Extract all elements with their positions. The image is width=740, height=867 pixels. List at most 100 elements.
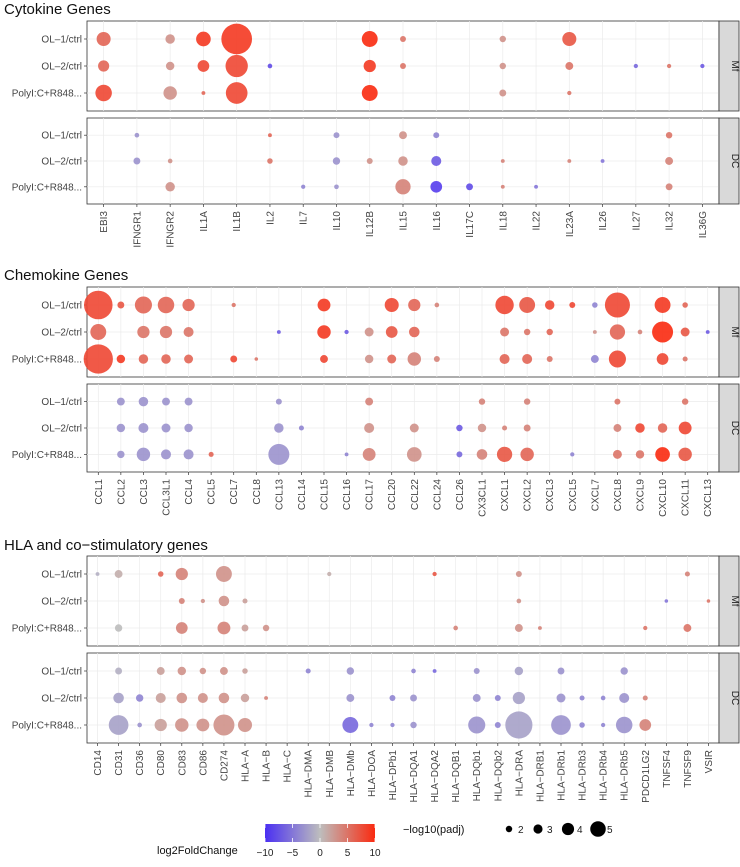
legend-size-dot-4 bbox=[561, 822, 575, 836]
point-cd274-row2 bbox=[218, 692, 230, 704]
chart-section-2: Chemokine Genes OL–1/ctrl OL–2/ctrl PolyI:C… bbox=[4, 267, 740, 517]
point-il16-row3 bbox=[430, 180, 443, 193]
x-tick-label-cxcl10: CXCL10 bbox=[658, 479, 669, 517]
facet-strip bbox=[718, 117, 740, 205]
x-tick-label-ccl4: CCL4 bbox=[184, 479, 195, 505]
point-cd83-row2 bbox=[178, 598, 185, 604]
facet-dc: OL–1/ctrl OL–2/ctrl PolyI:C+R848... DC CD14 C… bbox=[12, 652, 740, 803]
point-ccl22-row2 bbox=[408, 326, 420, 338]
point-cd83-row1 bbox=[175, 567, 188, 581]
point-il23a-row1 bbox=[562, 31, 577, 47]
point-ccl3-row1 bbox=[138, 396, 149, 407]
facet-strip bbox=[718, 286, 740, 378]
point-il12b-row2 bbox=[363, 59, 376, 73]
row-label: OL–2/ctrl bbox=[41, 597, 82, 608]
facet-mf: OL–1/ctrl OL–2/ctrl PolyI:C+R848... Mf bbox=[12, 555, 740, 647]
facet-strip-label: DC bbox=[729, 691, 740, 705]
point-ccl4-row1 bbox=[182, 298, 195, 312]
point-ebi3-row1 bbox=[96, 31, 111, 47]
point-ccl8-row3 bbox=[254, 357, 259, 361]
point-ccl16-row3 bbox=[344, 452, 349, 457]
point-cxcl10-row3 bbox=[655, 447, 670, 462]
point-ccl22-row1 bbox=[408, 298, 421, 312]
row-label: PolyI:C+R848... bbox=[12, 721, 82, 732]
point-cd80-row2 bbox=[155, 692, 166, 704]
point-cxcl10-row2 bbox=[657, 423, 668, 433]
x-tick-label-ccl16: CCL16 bbox=[342, 479, 353, 511]
row-label: OL–2/ctrl bbox=[41, 424, 82, 435]
x-tick-label-il15: IL15 bbox=[399, 211, 410, 231]
point-il7-row3 bbox=[301, 184, 306, 189]
x-tick-label-ccl13: CCL13 bbox=[274, 479, 285, 511]
x-tick-label-il23a: IL23A bbox=[565, 211, 576, 237]
point-ccl24-row3 bbox=[433, 356, 440, 362]
x-tick-label-il26: IL26 bbox=[598, 211, 609, 231]
point-ccl4-row3 bbox=[184, 354, 194, 364]
point-il17c-row3 bbox=[466, 183, 473, 191]
point-cxcl2-row1 bbox=[523, 398, 531, 405]
x-tick-label-il36g: IL36G bbox=[698, 211, 709, 238]
legend: log2FoldChange −10 −5 0 5 10 −log10(padj) 2 3 4 5 bbox=[157, 821, 613, 859]
legend-color-tick-label: 5 bbox=[345, 848, 351, 859]
point-cxcl11-row2 bbox=[680, 327, 690, 337]
point-cd80-row1 bbox=[157, 571, 164, 577]
point-ccl22-row2 bbox=[409, 423, 419, 433]
x-tick-label-hla-drb1: HLA−DRb1 bbox=[557, 750, 568, 801]
legend-size-label: 2 bbox=[518, 825, 524, 836]
point-il12b-row1 bbox=[361, 31, 378, 47]
x-tick-label-cd36: CD36 bbox=[135, 750, 146, 776]
point-hla-b-row3 bbox=[262, 624, 270, 632]
point-ccl20-row1 bbox=[384, 297, 399, 313]
x-tick-label-hla-dqa2: HLA−DQA2 bbox=[430, 750, 441, 803]
point-ifngr2-row3 bbox=[165, 182, 175, 192]
point-ccl14-row2 bbox=[298, 425, 304, 431]
point-tnfsf4-row2 bbox=[664, 599, 669, 603]
point-cd36-row3 bbox=[137, 722, 142, 728]
point-pdcd1lg2-row3 bbox=[643, 625, 648, 631]
point-il18-row3 bbox=[499, 89, 507, 97]
point-ccl13-row3 bbox=[268, 443, 290, 465]
point-ccl13-row1 bbox=[275, 398, 282, 405]
x-tick-label-ccl8: CCL8 bbox=[252, 479, 263, 505]
point-tnfsf9-row1 bbox=[684, 571, 690, 577]
x-tick-label-ifngr1: IFNGR1 bbox=[132, 211, 143, 248]
point-ccl16-row2 bbox=[344, 329, 349, 335]
point-cxcl10-row1 bbox=[654, 297, 671, 313]
x-tick-label-il22: IL22 bbox=[532, 211, 543, 231]
point-hla-dra-row2 bbox=[512, 691, 526, 705]
point-ccl20-row3 bbox=[387, 354, 397, 364]
facet-strip bbox=[718, 652, 740, 744]
x-tick-label-il2: IL2 bbox=[265, 211, 276, 225]
point-cxcl11-row3 bbox=[678, 447, 692, 462]
point-il10-row3 bbox=[334, 184, 339, 190]
point-ccl4-row1 bbox=[184, 397, 193, 406]
point-il23a-row3 bbox=[567, 90, 572, 96]
point-cxcl5-row3 bbox=[570, 452, 575, 457]
point-ccl1-row1 bbox=[84, 290, 113, 320]
point-cd274-row1 bbox=[219, 667, 228, 675]
point-tnfsf9-row3 bbox=[683, 624, 692, 632]
point-cxcl11-row1 bbox=[682, 302, 688, 308]
point-il12b-row3 bbox=[361, 85, 378, 101]
point-cd31-row2 bbox=[113, 692, 124, 704]
point-il2-row1 bbox=[268, 133, 272, 138]
point-cxcl3-row1 bbox=[544, 300, 555, 310]
x-tick-label-tnfsf9: TNFSF9 bbox=[683, 750, 694, 788]
chart-title: HLA and co−stimulatory genes bbox=[4, 537, 208, 554]
point-ebi3-row3 bbox=[95, 84, 112, 102]
point-hla-drb5-row2 bbox=[619, 692, 630, 704]
x-tick-label-ccl15: CCL15 bbox=[320, 479, 331, 511]
point-cxcl8-row1 bbox=[604, 292, 630, 318]
row-label: OL–1/ctrl bbox=[41, 397, 82, 408]
point-hla-dqa2-row1 bbox=[432, 571, 437, 577]
x-tick-label-ccl1: CCL1 bbox=[94, 479, 105, 505]
point-ccl3l1-row2 bbox=[161, 423, 171, 433]
point-hla-dqa2-row1 bbox=[432, 669, 437, 673]
x-tick-label-hla-doa: HLA−DOA bbox=[367, 750, 378, 797]
x-tick-label-il12b: IL12B bbox=[365, 211, 376, 237]
point-hla-dqb1-row1 bbox=[473, 668, 480, 674]
point-ccl3l1-row2 bbox=[159, 325, 173, 339]
point-hla-a-row1 bbox=[242, 668, 248, 674]
point-ccl17-row1 bbox=[365, 397, 374, 406]
point-cx3cl1-row1 bbox=[478, 398, 486, 405]
